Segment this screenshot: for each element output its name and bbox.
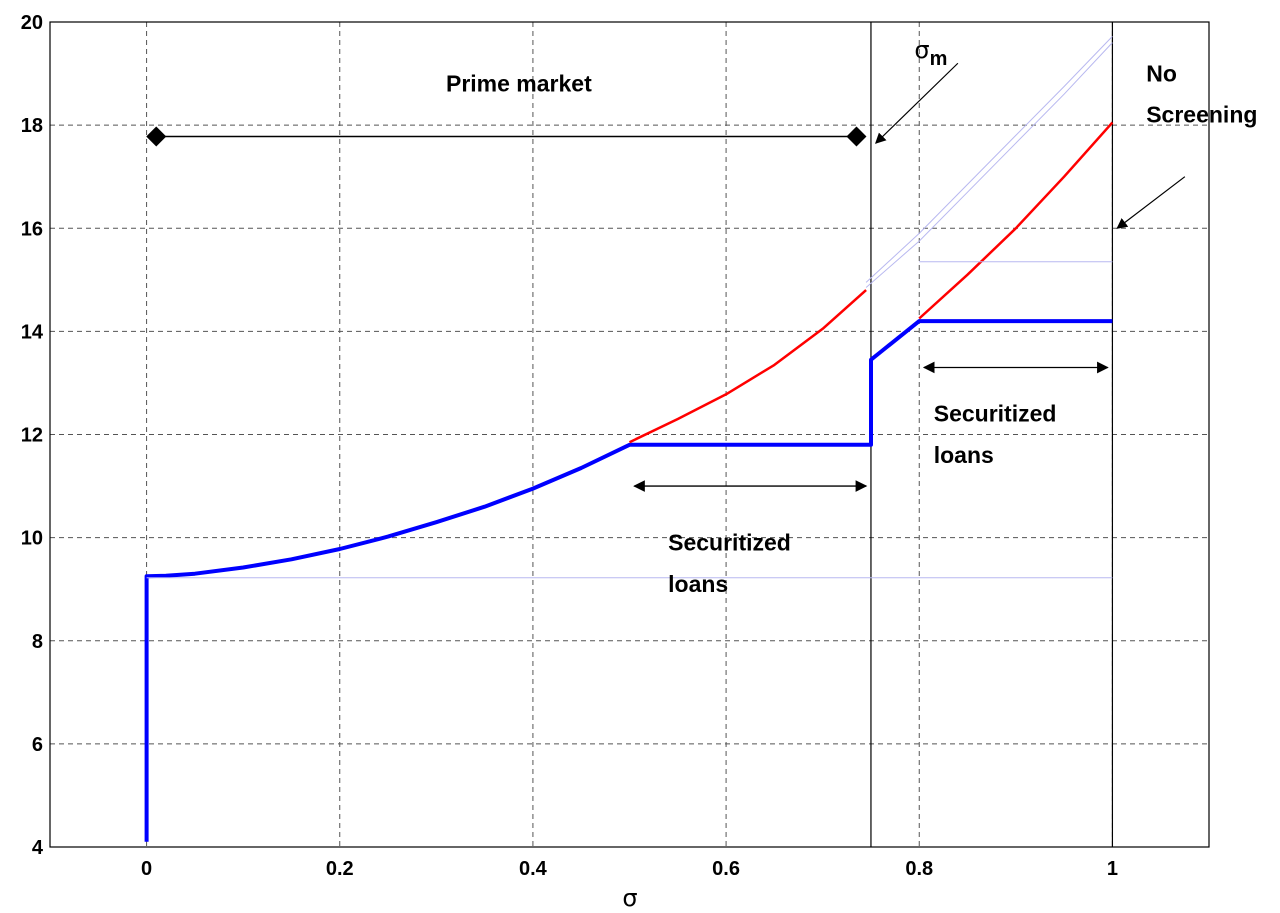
y-tick-label: 18 — [21, 115, 43, 137]
x-tick-label: 0.6 — [712, 858, 740, 880]
x-tick-label: 1 — [1107, 858, 1118, 880]
plot-frame — [49, 21, 1210, 848]
y-tick-label: 14 — [21, 321, 44, 343]
annotation-text: Prime market — [446, 71, 592, 97]
series-line-faint — [865, 42, 1113, 288]
annotation-text: Securitized — [934, 401, 1057, 427]
sigma-m-subscript: m — [930, 48, 948, 70]
x-tick-label: 0.8 — [905, 858, 933, 880]
diamond-marker — [846, 126, 867, 147]
series-line-red — [628, 289, 867, 444]
pointer-arrow — [1116, 176, 1186, 229]
annotation-text: loans — [934, 442, 994, 468]
sigma-m-main: σ — [914, 36, 929, 64]
pointer-arrow — [875, 62, 959, 144]
y-tick-label: 4 — [32, 837, 44, 859]
grid — [50, 22, 1209, 847]
series-group — [144, 22, 1114, 847]
x-axis-label: σ — [622, 884, 637, 912]
y-tick-label: 8 — [32, 631, 43, 653]
series-line-blue — [144, 319, 1113, 842]
x-tick-label: 0.4 — [519, 858, 548, 880]
annotation-text: Screening — [1146, 102, 1257, 128]
x-tick-label: 0 — [141, 858, 152, 880]
series-line-faint — [865, 36, 1113, 283]
sigma-m-label: σm — [914, 36, 947, 70]
series-line-red — [918, 121, 1114, 320]
x-tick-label: 0.2 — [326, 858, 354, 880]
y-tick-label: 6 — [32, 734, 43, 756]
annotation-text: loans — [668, 571, 728, 597]
diamond-marker — [146, 126, 167, 147]
y-tick-label: 16 — [21, 218, 43, 240]
annotation-text: No — [1146, 60, 1177, 86]
annotations: Prime market Securitized loans Securitized l… — [446, 36, 1257, 597]
y-tick-label: 12 — [21, 425, 43, 447]
y-tick-label: 10 — [21, 528, 43, 550]
y-tick-label: 20 — [21, 12, 43, 34]
annotation-text: Securitized — [668, 530, 791, 556]
